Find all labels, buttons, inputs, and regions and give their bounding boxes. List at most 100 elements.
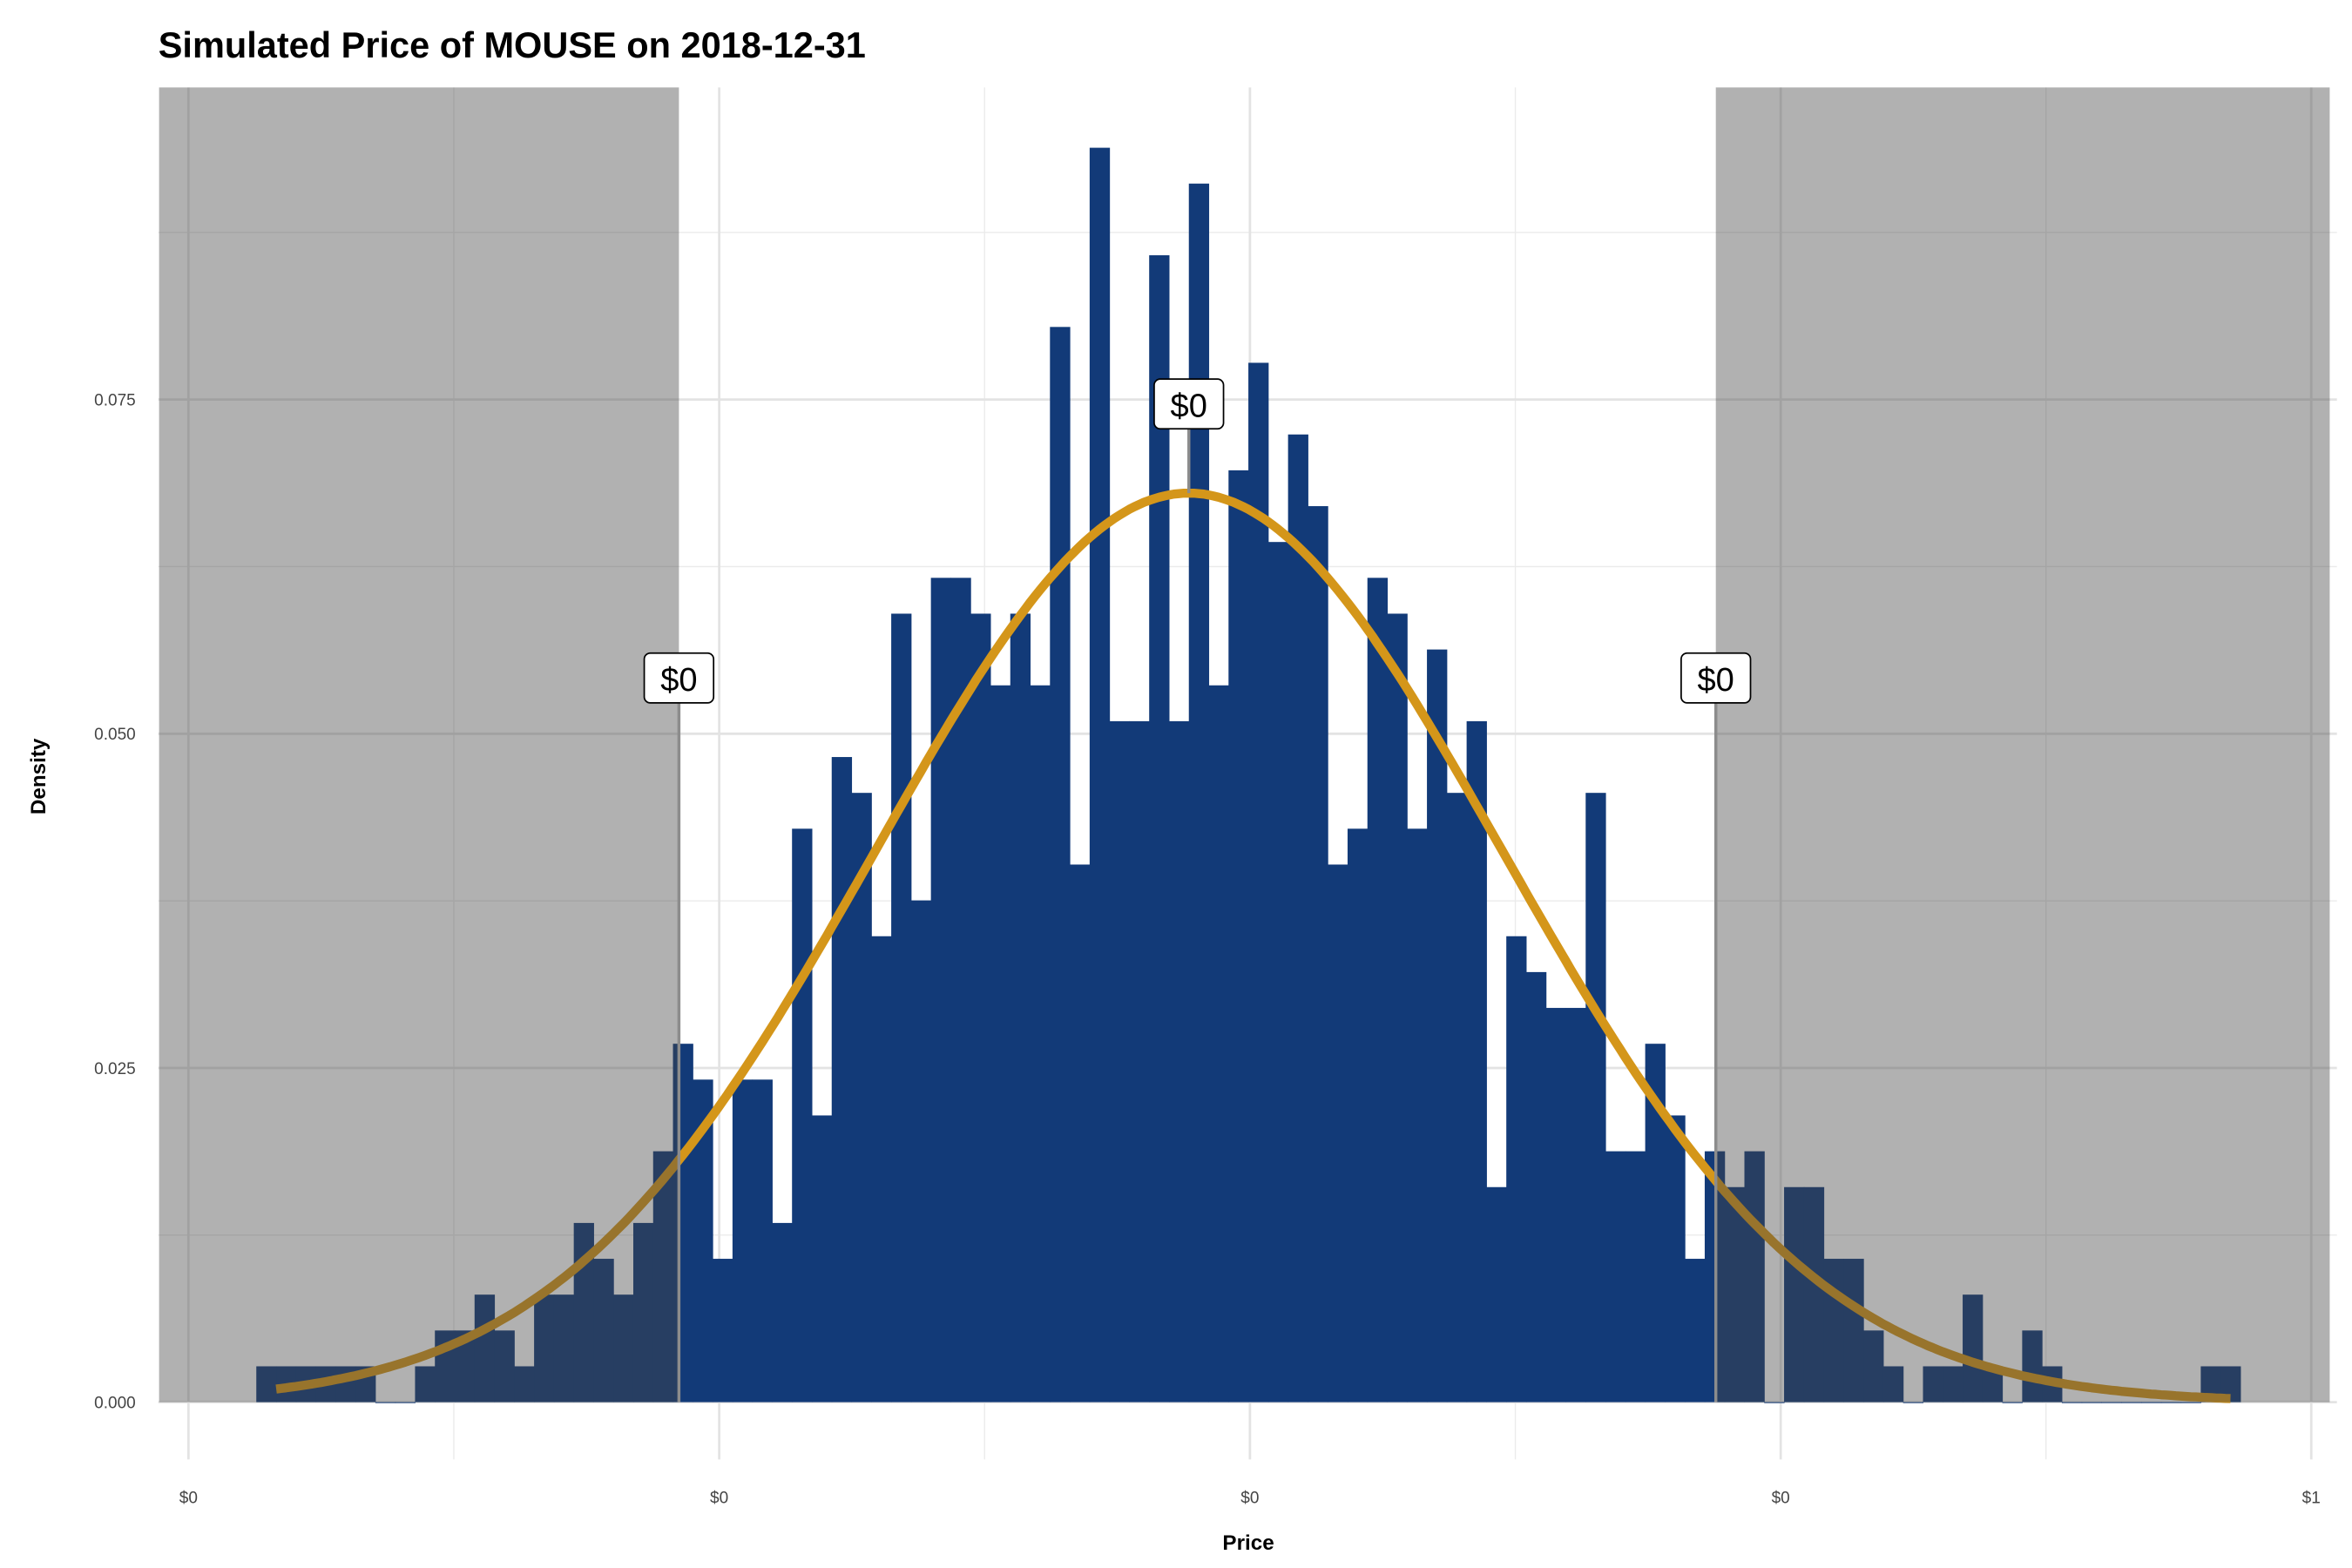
histogram-bar	[1764, 1402, 1785, 1403]
annotation-label: $0	[1698, 662, 1734, 699]
histogram-bar	[2160, 1402, 2182, 1403]
histogram-bar	[1168, 720, 1190, 1402]
histogram-bar	[1486, 1186, 1507, 1402]
annotation-label: $0	[660, 662, 697, 699]
histogram-bar	[632, 1222, 654, 1402]
histogram-bar	[2220, 1366, 2241, 1402]
histogram-bar	[1545, 1008, 1567, 1402]
histogram-bar	[792, 828, 813, 1402]
histogram-bar	[1347, 828, 1369, 1402]
histogram-bar	[1288, 434, 1308, 1402]
histogram-bar	[494, 1330, 515, 1402]
y-tick-label: 0.050	[94, 726, 136, 744]
histogram-bar	[1982, 1366, 2004, 1402]
y-tick-label: 0.025	[94, 1060, 136, 1078]
histogram-bar	[1784, 1186, 1805, 1402]
histogram-bar	[256, 1366, 277, 1402]
histogram-bar	[713, 1259, 733, 1402]
density-curve-layer	[275, 488, 2231, 1403]
histogram-bar	[534, 1294, 555, 1402]
histogram-bar	[970, 613, 991, 1402]
chart-title: Simulated Price of MOUSE on 2018-12-31	[159, 24, 866, 65]
histogram-bar	[1089, 147, 1111, 1402]
histogram-bar	[514, 1366, 535, 1402]
y-tick-label: 0.000	[94, 1395, 136, 1413]
histogram-bar	[375, 1402, 396, 1403]
histogram-bar	[990, 685, 1011, 1402]
x-tick-label: $0	[1240, 1490, 1259, 1508]
density-curve	[275, 488, 2231, 1403]
histogram-bar	[593, 1259, 614, 1402]
histogram-bar	[2002, 1402, 2023, 1403]
histogram-bar	[871, 936, 892, 1402]
histogram-bar	[1963, 1294, 1984, 1402]
gridlines	[158, 87, 2337, 1460]
histogram-bar	[831, 757, 853, 1402]
histogram-bar	[1585, 793, 1606, 1402]
histogram-bar	[652, 1151, 674, 1402]
histogram-bar	[1525, 971, 1547, 1402]
histogram-bar	[752, 1079, 773, 1402]
histogram-bar	[1030, 685, 1051, 1402]
histogram-bar	[1803, 1186, 1825, 1402]
annotation-label-box	[1153, 378, 1225, 430]
histogram-bar	[693, 1079, 713, 1402]
histogram-bar	[1010, 613, 1031, 1402]
tail-shaded-region	[159, 87, 679, 1402]
histogram-bar	[732, 1079, 754, 1402]
price-annotation: $0	[643, 652, 715, 1402]
x-tick-label: $1	[2302, 1490, 2321, 1508]
x-axis-title: Price	[1222, 1531, 1274, 1555]
histogram-bar	[2180, 1402, 2201, 1403]
y-axis-ticks: 0.000 0.025 0.050 0.075	[94, 392, 136, 1413]
histogram-bar	[415, 1366, 436, 1402]
histogram-bar	[613, 1294, 634, 1402]
histogram-bar	[1943, 1366, 1963, 1402]
histogram-bar	[1506, 936, 1527, 1402]
histogram-bar	[851, 793, 872, 1402]
histogram-bar	[1863, 1330, 1884, 1402]
annotation-label-box	[1680, 652, 1752, 704]
histogram-bar	[1129, 720, 1150, 1402]
histogram-bar	[1724, 1186, 1746, 1402]
histogram-bar	[950, 578, 971, 1402]
histogram-bar	[1387, 613, 1408, 1402]
x-tick-label: $0	[179, 1490, 198, 1508]
histogram-bar	[891, 613, 912, 1402]
histogram-bar	[1367, 578, 1389, 1402]
histogram-bar	[1882, 1366, 1904, 1402]
histogram-bar	[1605, 1151, 1626, 1402]
histogram-bar	[1188, 183, 1210, 1402]
annotations: $0 $0 $0	[643, 378, 1752, 1402]
histogram-bar	[2081, 1402, 2103, 1403]
histogram-bar	[1308, 506, 1328, 1402]
histogram-bar	[1070, 864, 1091, 1402]
histogram-bar	[1248, 362, 1269, 1402]
price-annotation: $0	[1680, 652, 1752, 1402]
x-axis-ticks: $0 $0 $0 $0 $1	[179, 1490, 2321, 1508]
histogram-bar	[1685, 1259, 1706, 1402]
histogram-bar	[1645, 1044, 1666, 1402]
histogram-bar	[772, 1222, 793, 1402]
histogram-bar	[1228, 470, 1249, 1402]
histogram-bar	[811, 1115, 833, 1402]
histogram-bar	[553, 1294, 575, 1402]
x-tick-label: $0	[710, 1490, 728, 1508]
y-axis-title: Density	[27, 738, 51, 814]
histogram-bar	[2061, 1402, 2083, 1403]
histogram-bar	[395, 1402, 416, 1403]
histogram-bar	[2022, 1330, 2043, 1402]
histogram-bar	[1427, 649, 1448, 1402]
histogram-bar	[2141, 1402, 2162, 1403]
histogram-bar	[1328, 864, 1348, 1402]
histogram-bar	[1446, 793, 1468, 1402]
histogram-bar	[910, 900, 932, 1402]
histogram-bar	[2121, 1402, 2142, 1403]
histogram-bar	[1923, 1366, 1943, 1402]
price-annotation: $0	[1153, 378, 1225, 494]
histogram-bar	[2101, 1402, 2122, 1403]
histogram-bar	[1109, 720, 1130, 1402]
histogram-bar	[1267, 542, 1289, 1402]
histogram-bar	[1843, 1259, 1864, 1402]
